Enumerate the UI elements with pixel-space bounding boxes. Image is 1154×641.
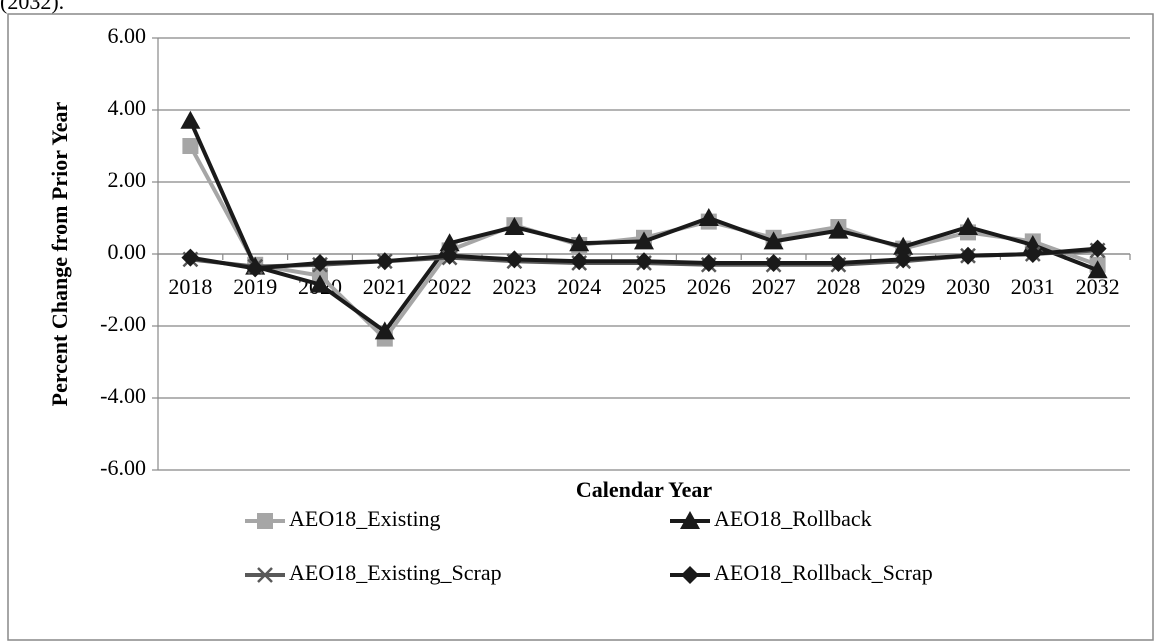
legend-marker	[681, 566, 699, 584]
marker	[958, 217, 978, 235]
legend-marker	[680, 511, 700, 529]
y-axis-title: Percent Change from Prior Year	[47, 101, 72, 406]
marker	[828, 220, 849, 239]
marker	[699, 254, 718, 272]
marker	[893, 236, 914, 255]
x-tick-label: 2021	[363, 274, 407, 299]
marker	[763, 231, 784, 250]
marker	[311, 254, 329, 272]
legend-label: AEO18_Existing	[289, 506, 441, 531]
marker	[1088, 239, 1107, 258]
x-tick-label: 2032	[1076, 274, 1120, 299]
x-tick-label: 2030	[946, 274, 990, 299]
marker	[635, 252, 653, 271]
y-tick-label: 4.00	[108, 95, 147, 120]
y-tick-label: -2.00	[100, 311, 146, 336]
marker	[634, 231, 654, 250]
marker	[764, 254, 783, 272]
x-tick-label: 2029	[881, 274, 925, 299]
x-tick-label: 2031	[1011, 274, 1055, 299]
x-tick-label: 2028	[816, 274, 860, 299]
marker	[374, 321, 395, 340]
marker	[698, 208, 719, 226]
x-tick-label: 2019	[233, 274, 277, 299]
marker	[181, 248, 200, 267]
x-axis-title: Calendar Year	[576, 477, 713, 502]
x-tick-label: 2018	[168, 274, 212, 299]
legend-marker	[257, 513, 273, 529]
marker	[246, 259, 265, 278]
marker	[439, 233, 460, 252]
marker	[375, 252, 394, 271]
y-tick-label: 2.00	[108, 167, 147, 192]
legend-label: AEO18_Rollback	[714, 506, 872, 531]
marker	[959, 246, 977, 265]
y-tick-label: -6.00	[100, 455, 146, 480]
x-tick-label: 2026	[687, 274, 731, 299]
marker	[504, 217, 525, 235]
legend-marker	[257, 567, 273, 583]
marker	[182, 138, 199, 154]
chart-frame	[7, 13, 1154, 641]
marker	[829, 254, 848, 272]
marker	[894, 250, 913, 269]
y-tick-label: 6.00	[108, 23, 147, 48]
x-tick-label: 2024	[557, 274, 601, 299]
x-tick-label: 2023	[492, 274, 536, 299]
y-tick-label: -4.00	[100, 383, 146, 408]
legend-label: AEO18_Rollback_Scrap	[714, 560, 933, 585]
marker	[505, 250, 524, 269]
marker	[440, 246, 459, 265]
y-tick-label: 0.00	[108, 239, 147, 264]
marker	[310, 274, 330, 293]
marker	[569, 233, 590, 252]
x-tick-label: 2022	[428, 274, 472, 299]
x-tick-label: 2025	[622, 274, 666, 299]
x-tick-label: 2027	[752, 274, 796, 299]
marker	[180, 110, 201, 129]
legend-label: AEO18_Existing_Scrap	[289, 560, 502, 585]
marker	[1087, 260, 1108, 279]
header-fragment: (2032).	[0, 0, 64, 14]
marker	[1023, 245, 1042, 263]
marker	[570, 252, 589, 271]
